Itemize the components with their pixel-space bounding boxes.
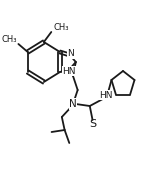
Text: HN: HN [62,66,76,75]
Text: N: N [67,49,74,59]
Text: CH₃: CH₃ [53,24,69,33]
Text: N: N [69,99,77,109]
Text: CH₃: CH₃ [1,36,16,45]
Text: S: S [89,119,96,129]
Text: HN: HN [99,91,112,100]
